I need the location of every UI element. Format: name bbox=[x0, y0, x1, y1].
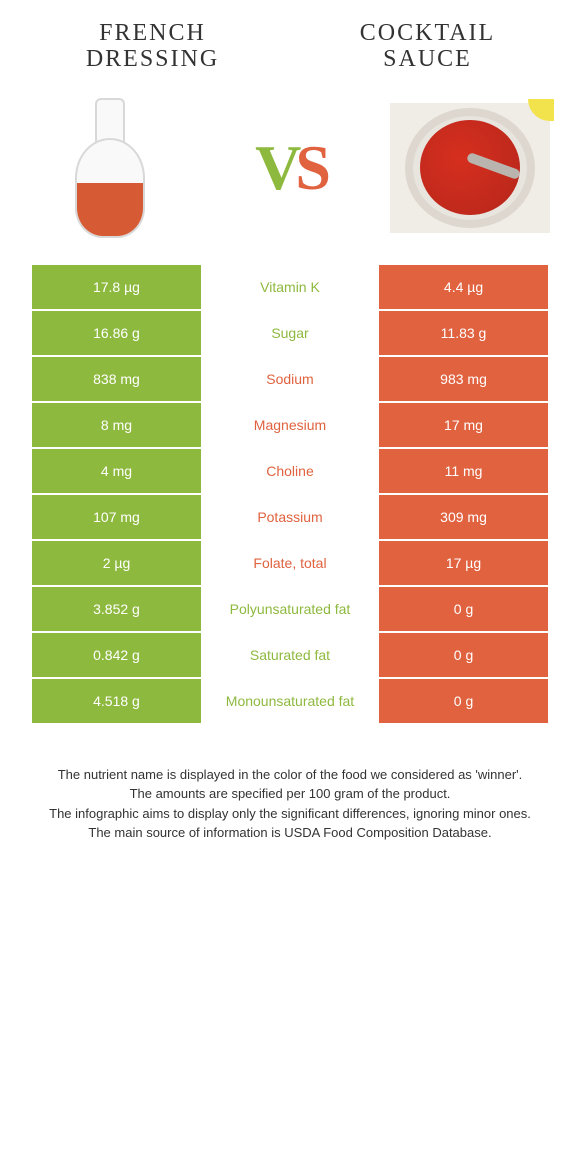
nutrient-left-value: 4.518 g bbox=[32, 679, 201, 723]
left-food-title: FRENCH DRESSING bbox=[40, 20, 265, 73]
nutrient-left-value: 107 mg bbox=[32, 495, 201, 539]
nutrient-table: 17.8 µgVitamin K4.4 µg16.86 gSugar11.83 … bbox=[30, 263, 550, 725]
nutrient-left-value: 0.842 g bbox=[32, 633, 201, 677]
right-food-image bbox=[390, 93, 550, 243]
nutrient-row: 838 mgSodium983 mg bbox=[32, 357, 548, 401]
footer-line: The main source of information is USDA F… bbox=[40, 823, 540, 843]
nutrient-row: 17.8 µgVitamin K4.4 µg bbox=[32, 265, 548, 309]
nutrient-label: Sugar bbox=[203, 311, 377, 355]
nutrient-left-value: 8 mg bbox=[32, 403, 201, 447]
nutrient-label: Saturated fat bbox=[203, 633, 377, 677]
nutrient-right-value: 0 g bbox=[379, 587, 548, 631]
vs-letter-s: S bbox=[295, 132, 325, 203]
right-food-title: COCKTAIL SAUCE bbox=[315, 20, 540, 73]
footer-line: The infographic aims to display only the… bbox=[40, 804, 540, 824]
nutrient-left-value: 2 µg bbox=[32, 541, 201, 585]
nutrient-label: Vitamin K bbox=[203, 265, 377, 309]
nutrient-row: 4 mgCholine11 mg bbox=[32, 449, 548, 493]
nutrient-row: 16.86 gSugar11.83 g bbox=[32, 311, 548, 355]
sauce-bowl-icon bbox=[390, 103, 550, 233]
nutrient-row: 8 mgMagnesium17 mg bbox=[32, 403, 548, 447]
nutrient-right-value: 309 mg bbox=[379, 495, 548, 539]
nutrient-label: Polyunsaturated fat bbox=[203, 587, 377, 631]
footer-line: The amounts are specified per 100 gram o… bbox=[40, 784, 540, 804]
nutrient-label: Sodium bbox=[203, 357, 377, 401]
titles-row: FRENCH DRESSING COCKTAIL SAUCE bbox=[30, 20, 550, 83]
nutrient-label: Folate, total bbox=[203, 541, 377, 585]
nutrient-right-value: 17 mg bbox=[379, 403, 548, 447]
nutrient-right-value: 11 mg bbox=[379, 449, 548, 493]
nutrient-right-value: 17 µg bbox=[379, 541, 548, 585]
nutrient-left-value: 16.86 g bbox=[32, 311, 201, 355]
left-food-image bbox=[30, 93, 190, 243]
nutrient-row: 107 mgPotassium309 mg bbox=[32, 495, 548, 539]
nutrient-label: Monounsaturated fat bbox=[203, 679, 377, 723]
nutrient-left-value: 838 mg bbox=[32, 357, 201, 401]
carafe-icon bbox=[75, 98, 145, 238]
nutrient-left-value: 4 mg bbox=[32, 449, 201, 493]
nutrient-right-value: 11.83 g bbox=[379, 311, 548, 355]
nutrient-row: 4.518 gMonounsaturated fat0 g bbox=[32, 679, 548, 723]
nutrient-label: Magnesium bbox=[203, 403, 377, 447]
infographic: FRENCH DRESSING COCKTAIL SAUCE VS 17.8 µ… bbox=[0, 0, 580, 873]
vs-row: VS bbox=[30, 93, 550, 243]
nutrient-right-value: 4.4 µg bbox=[379, 265, 548, 309]
nutrient-row: 2 µgFolate, total17 µg bbox=[32, 541, 548, 585]
nutrient-right-value: 0 g bbox=[379, 633, 548, 677]
nutrient-label: Potassium bbox=[203, 495, 377, 539]
nutrient-left-value: 3.852 g bbox=[32, 587, 201, 631]
footer-notes: The nutrient name is displayed in the co… bbox=[30, 765, 550, 843]
footer-line: The nutrient name is displayed in the co… bbox=[40, 765, 540, 785]
nutrient-row: 0.842 gSaturated fat0 g bbox=[32, 633, 548, 677]
vs-label: VS bbox=[255, 131, 325, 205]
nutrient-right-value: 0 g bbox=[379, 679, 548, 723]
nutrient-right-value: 983 mg bbox=[379, 357, 548, 401]
nutrient-left-value: 17.8 µg bbox=[32, 265, 201, 309]
vs-letter-v: V bbox=[255, 132, 295, 203]
nutrient-label: Choline bbox=[203, 449, 377, 493]
nutrient-row: 3.852 gPolyunsaturated fat0 g bbox=[32, 587, 548, 631]
